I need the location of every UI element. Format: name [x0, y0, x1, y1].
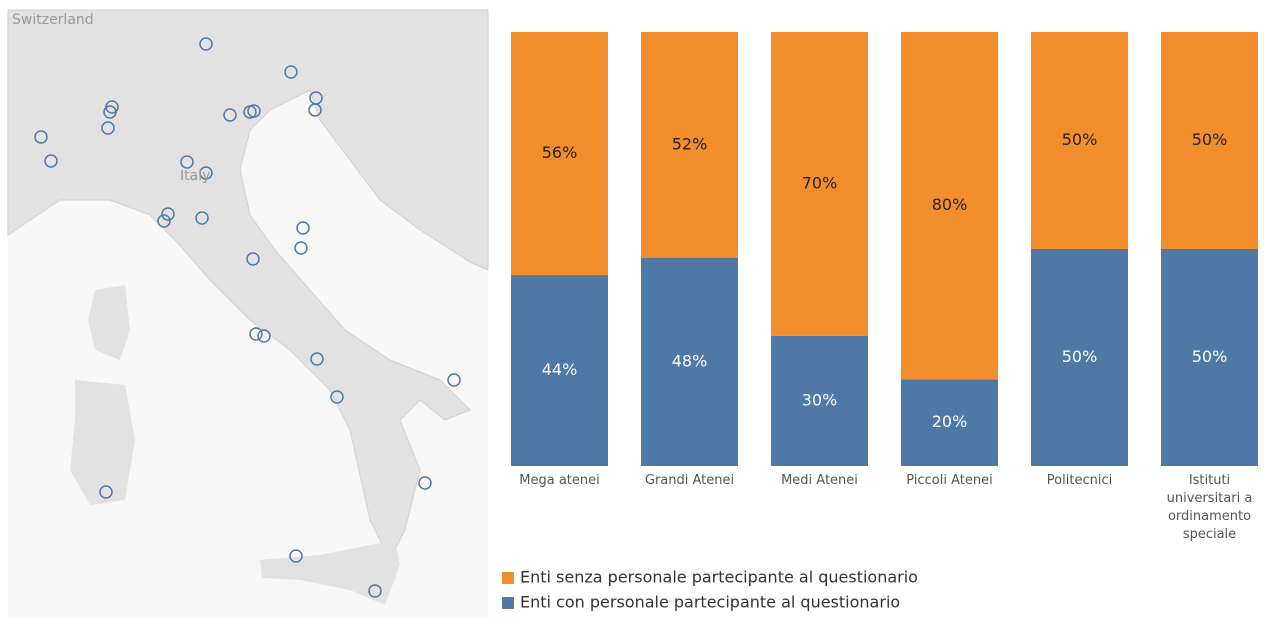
data-label: 50%	[1192, 347, 1228, 366]
x-tick-label: Istituti universitari a ordinamento spec…	[1166, 473, 1253, 542]
x-label-box: Politecnici	[1046, 473, 1113, 488]
data-label: 80%	[932, 195, 968, 214]
data-label: 20%	[932, 412, 968, 431]
bar-segment	[901, 379, 998, 466]
location	[247, 104, 261, 118]
location	[289, 549, 303, 563]
location	[447, 373, 461, 387]
x-tick-label: Politecnici	[1046, 473, 1113, 488]
location	[199, 166, 213, 180]
location	[249, 327, 263, 341]
data-label: 48%	[672, 351, 708, 370]
location	[284, 65, 298, 79]
location	[195, 211, 209, 225]
chart: 44% 56% Mega atenei 48% 52% Grandi Atenei 30% 7…	[502, 32, 1258, 612]
location	[296, 221, 310, 235]
bar-segment	[511, 32, 608, 276]
data-label: 50%	[1192, 130, 1228, 149]
data-label: 56%	[542, 143, 578, 162]
bar-segment	[1161, 249, 1258, 466]
location	[34, 130, 48, 144]
bar-segment	[771, 335, 868, 466]
bar-segment	[1031, 32, 1128, 249]
bar-segment	[511, 275, 608, 466]
map-label: Switzerland	[12, 12, 94, 28]
location	[223, 108, 237, 122]
x-label-box: Grandi Atenei	[644, 473, 735, 488]
location	[310, 352, 324, 366]
bar-segment	[1161, 32, 1258, 249]
x-tick-label: Piccoli Atenei	[906, 473, 993, 488]
location	[99, 485, 113, 499]
location	[101, 121, 115, 135]
legend-swatch	[502, 597, 514, 609]
map-label: Italy	[180, 168, 210, 184]
location	[199, 37, 213, 51]
sardinia	[70, 380, 135, 505]
location	[157, 214, 171, 228]
data-label: 50%	[1062, 347, 1098, 366]
locations	[34, 37, 461, 598]
data-label: 50%	[1062, 130, 1098, 149]
location	[294, 241, 308, 255]
location	[330, 390, 344, 404]
x-label-box: Istituti universitari a ordinamento spec…	[1166, 473, 1253, 542]
bar-segment	[901, 32, 998, 380]
x-tick-label: Grandi Atenei	[644, 473, 735, 488]
bar-segment	[641, 32, 738, 258]
corsica	[88, 285, 130, 360]
mainland	[7, 9, 489, 562]
x-label-box: Piccoli Atenei	[906, 473, 993, 488]
bar-segment	[771, 32, 868, 336]
sicily	[260, 540, 400, 605]
location	[103, 105, 117, 119]
location	[368, 584, 382, 598]
legend-label: Enti senza personale partecipante al que…	[520, 568, 918, 587]
legend-swatch	[502, 572, 514, 584]
legend-label: Enti con personale partecipante al quest…	[520, 593, 900, 612]
data-label: 70%	[802, 173, 838, 192]
location	[257, 329, 271, 343]
map: Switzerland Italy	[7, 9, 489, 618]
data-label: 52%	[672, 134, 708, 153]
location	[44, 154, 58, 168]
data-label: 44%	[542, 360, 578, 379]
location	[308, 103, 322, 117]
location	[161, 207, 175, 221]
location	[246, 252, 260, 266]
location	[418, 476, 432, 490]
location	[180, 155, 194, 169]
bar-segment	[1031, 249, 1128, 466]
x-tick-label: Medi Atenei	[781, 473, 858, 488]
x-tick-label: Mega atenei	[519, 473, 600, 488]
bar-segment	[641, 257, 738, 466]
x-label-box: Medi Atenei	[781, 473, 858, 488]
x-label-box: Mega atenei	[519, 473, 600, 488]
data-label: 30%	[802, 390, 838, 409]
